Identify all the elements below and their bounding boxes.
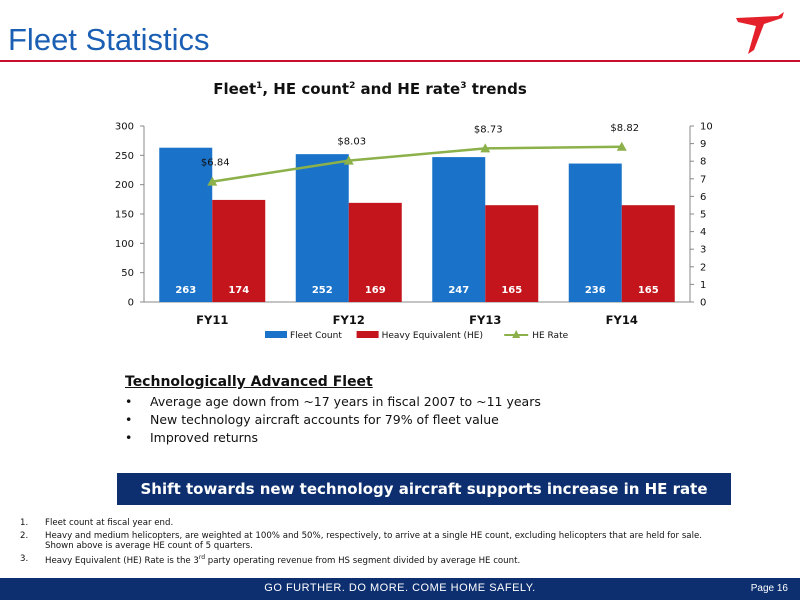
footer-bar: GO FURTHER. DO MORE. COME HOME SAFELY. P… — [0, 578, 800, 600]
bar — [621, 205, 675, 302]
line-data-label: $8.03 — [337, 137, 366, 148]
y-tick-label-right: 4 — [700, 227, 706, 238]
legend-label: HE Rate — [532, 331, 568, 341]
line-point — [207, 176, 218, 186]
y-tick-label-right: 8 — [700, 157, 706, 168]
highlight-banner: Shift towards new technology aircraft su… — [117, 473, 731, 505]
bar — [485, 205, 539, 302]
y-tick-label-left: 100 — [115, 239, 134, 250]
bullet-marker: • — [125, 394, 133, 409]
bullet-item: • Average age down from ~17 years in fis… — [125, 394, 725, 409]
title-divider — [0, 60, 800, 62]
footnote-number: 3. — [20, 554, 29, 564]
bullet-item: • New technology aircraft accounts for 7… — [125, 412, 725, 427]
bullet-text: New technology aircraft accounts for 79%… — [150, 412, 499, 427]
y-tick-label-right: 6 — [700, 192, 706, 203]
x-tick-label: FY14 — [606, 313, 638, 327]
line-point — [616, 141, 627, 151]
bar-data-label: 263 — [175, 285, 196, 296]
bird-logo-icon — [736, 12, 784, 54]
line-point — [480, 143, 491, 153]
legend-marker — [512, 330, 521, 338]
y-tick-label-right: 1 — [700, 280, 706, 291]
x-tick-label: FY13 — [469, 313, 501, 327]
y-tick-label-right: 3 — [700, 245, 706, 256]
legend-label: Heavy Equivalent (HE) — [382, 331, 483, 341]
y-tick-label-left: 200 — [115, 180, 134, 191]
bar — [212, 199, 266, 302]
bar — [568, 163, 622, 302]
bullet-item: • Improved returns — [125, 430, 725, 445]
footnote: 1. Fleet count at fiscal year end. — [20, 518, 790, 528]
chart-title: Fleet1, HE count2 and HE rate3 trends — [213, 80, 527, 98]
line-data-label: $8.82 — [610, 123, 639, 134]
y-tick-label-left: 250 — [115, 151, 134, 162]
footer-tagline: GO FURTHER. DO MORE. COME HOME SAFELY. — [264, 582, 536, 594]
bar — [295, 154, 349, 302]
legend-label: Fleet Count — [290, 331, 342, 341]
footnote: 2. Heavy and medium helicopters, are wei… — [20, 531, 790, 551]
x-tick-label: FY11 — [196, 313, 228, 327]
bullet-section: Technologically Advanced Fleet • Average… — [125, 374, 725, 445]
y-tick-label-right: 10 — [700, 122, 713, 133]
bullet-marker: • — [125, 430, 133, 445]
section-heading: Technologically Advanced Fleet — [125, 374, 373, 390]
bar-data-label: 247 — [448, 285, 469, 296]
y-tick-label-right: 9 — [700, 139, 706, 150]
bar-data-label: 169 — [365, 285, 386, 296]
page-title: Fleet Statistics — [8, 22, 210, 57]
footnote-text: Heavy and medium helicopters, are weight… — [45, 531, 702, 551]
footnote-text: Heavy Equivalent (HE) Rate is the 3rd pa… — [45, 554, 521, 566]
footnote-number: 1. — [20, 518, 29, 528]
y-tick-label-right: 7 — [700, 174, 706, 185]
y-tick-label-right: 2 — [700, 262, 706, 273]
footnotes: 1. Fleet count at fiscal year end. 2. He… — [20, 518, 790, 569]
footnote-number: 2. — [20, 531, 29, 541]
y-tick-label-left: 50 — [121, 268, 134, 279]
y-tick-label-left: 300 — [115, 122, 134, 133]
bar — [432, 157, 486, 302]
bullet-marker: • — [125, 412, 133, 427]
y-tick-label-left: 0 — [128, 298, 134, 309]
y-tick-label-right: 0 — [700, 298, 706, 309]
bar-data-label: 252 — [312, 285, 333, 296]
footnote: 3. Heavy Equivalent (HE) Rate is the 3rd… — [20, 554, 790, 566]
footnote-text: Fleet count at fiscal year end. — [45, 518, 174, 528]
bar-data-label: 165 — [501, 285, 522, 296]
combo-chart: 0 50 100 150 200 250 300 0 1 2 3 4 5 6 7 8 9 10 FY11 263 174… — [115, 122, 713, 342]
bar — [348, 202, 402, 302]
legend-swatch — [265, 331, 287, 338]
y-tick-label-right: 5 — [700, 210, 706, 221]
bar — [159, 147, 213, 302]
line-series — [212, 145, 622, 183]
x-tick-label: FY12 — [333, 313, 365, 327]
legend-swatch — [356, 331, 379, 338]
line-data-label: $6.84 — [201, 158, 230, 169]
bar-data-label: 236 — [585, 285, 606, 296]
bar-data-label: 165 — [638, 285, 659, 296]
line-data-label: $8.73 — [474, 124, 503, 135]
bullet-text: Average age down from ~17 years in fisca… — [150, 394, 541, 409]
page-number: Page 16 — [750, 583, 788, 594]
y-tick-label-left: 150 — [115, 210, 134, 221]
bar-data-label: 174 — [228, 285, 249, 296]
bullet-text: Improved returns — [150, 430, 259, 445]
line-point — [343, 155, 354, 165]
